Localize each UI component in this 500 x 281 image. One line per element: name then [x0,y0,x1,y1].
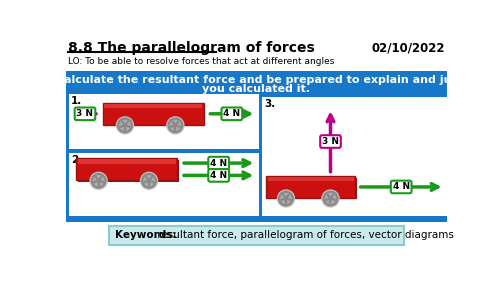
Text: resultant force, parallelogram of forces, vector diagrams: resultant force, parallelogram of forces… [154,230,454,241]
Circle shape [124,124,126,127]
Circle shape [278,190,294,207]
Text: 8.8 The parallelogram of forces: 8.8 The parallelogram of forces [68,41,314,55]
Circle shape [140,172,158,189]
Circle shape [281,193,291,203]
Text: 2.: 2. [71,155,83,166]
Circle shape [120,120,130,130]
Text: Keywords:: Keywords: [115,230,176,241]
Bar [262,97,447,216]
Circle shape [326,193,336,203]
Circle shape [167,117,184,134]
Text: 3 N: 3 N [76,109,94,118]
Circle shape [116,117,134,134]
Bar [68,153,258,216]
Text: 1.: 1. [71,96,83,106]
Bar [104,105,205,126]
Circle shape [168,118,182,133]
Circle shape [94,176,104,186]
Text: you calculated it.: you calculated it. [202,84,310,94]
Circle shape [278,191,293,206]
Bar [268,177,354,181]
Circle shape [322,190,339,207]
Text: 3 N: 3 N [322,137,339,146]
Text: 3.: 3. [265,99,276,109]
Text: 4 N: 4 N [392,182,409,191]
Circle shape [148,180,150,182]
Bar [104,104,202,108]
Bar [68,94,258,149]
Circle shape [170,120,180,130]
Bar [76,158,177,180]
Bar [78,160,179,182]
Circle shape [144,176,154,186]
Text: 4 N: 4 N [224,109,240,118]
Bar [103,103,204,124]
Circle shape [92,174,106,188]
Bar [268,178,357,199]
Text: 4 N: 4 N [210,158,227,167]
Bar [266,176,356,198]
Circle shape [329,197,332,200]
Bar [109,226,404,245]
Circle shape [118,118,132,133]
Text: 02/10/2022: 02/10/2022 [371,41,444,55]
Circle shape [90,172,107,189]
Circle shape [323,191,338,206]
Bar [78,159,176,164]
Circle shape [284,197,287,200]
Circle shape [98,180,100,182]
Text: 4 N: 4 N [210,171,227,180]
Circle shape [142,174,156,188]
Bar [66,71,447,222]
Text: LO: To be able to resolve forces that act at different angles: LO: To be able to resolve forces that ac… [68,57,334,66]
Circle shape [174,124,176,127]
Text: Starter: Calculate the resultant force and be prepared to explain and justify ho: Starter: Calculate the resultant force a… [4,74,500,85]
